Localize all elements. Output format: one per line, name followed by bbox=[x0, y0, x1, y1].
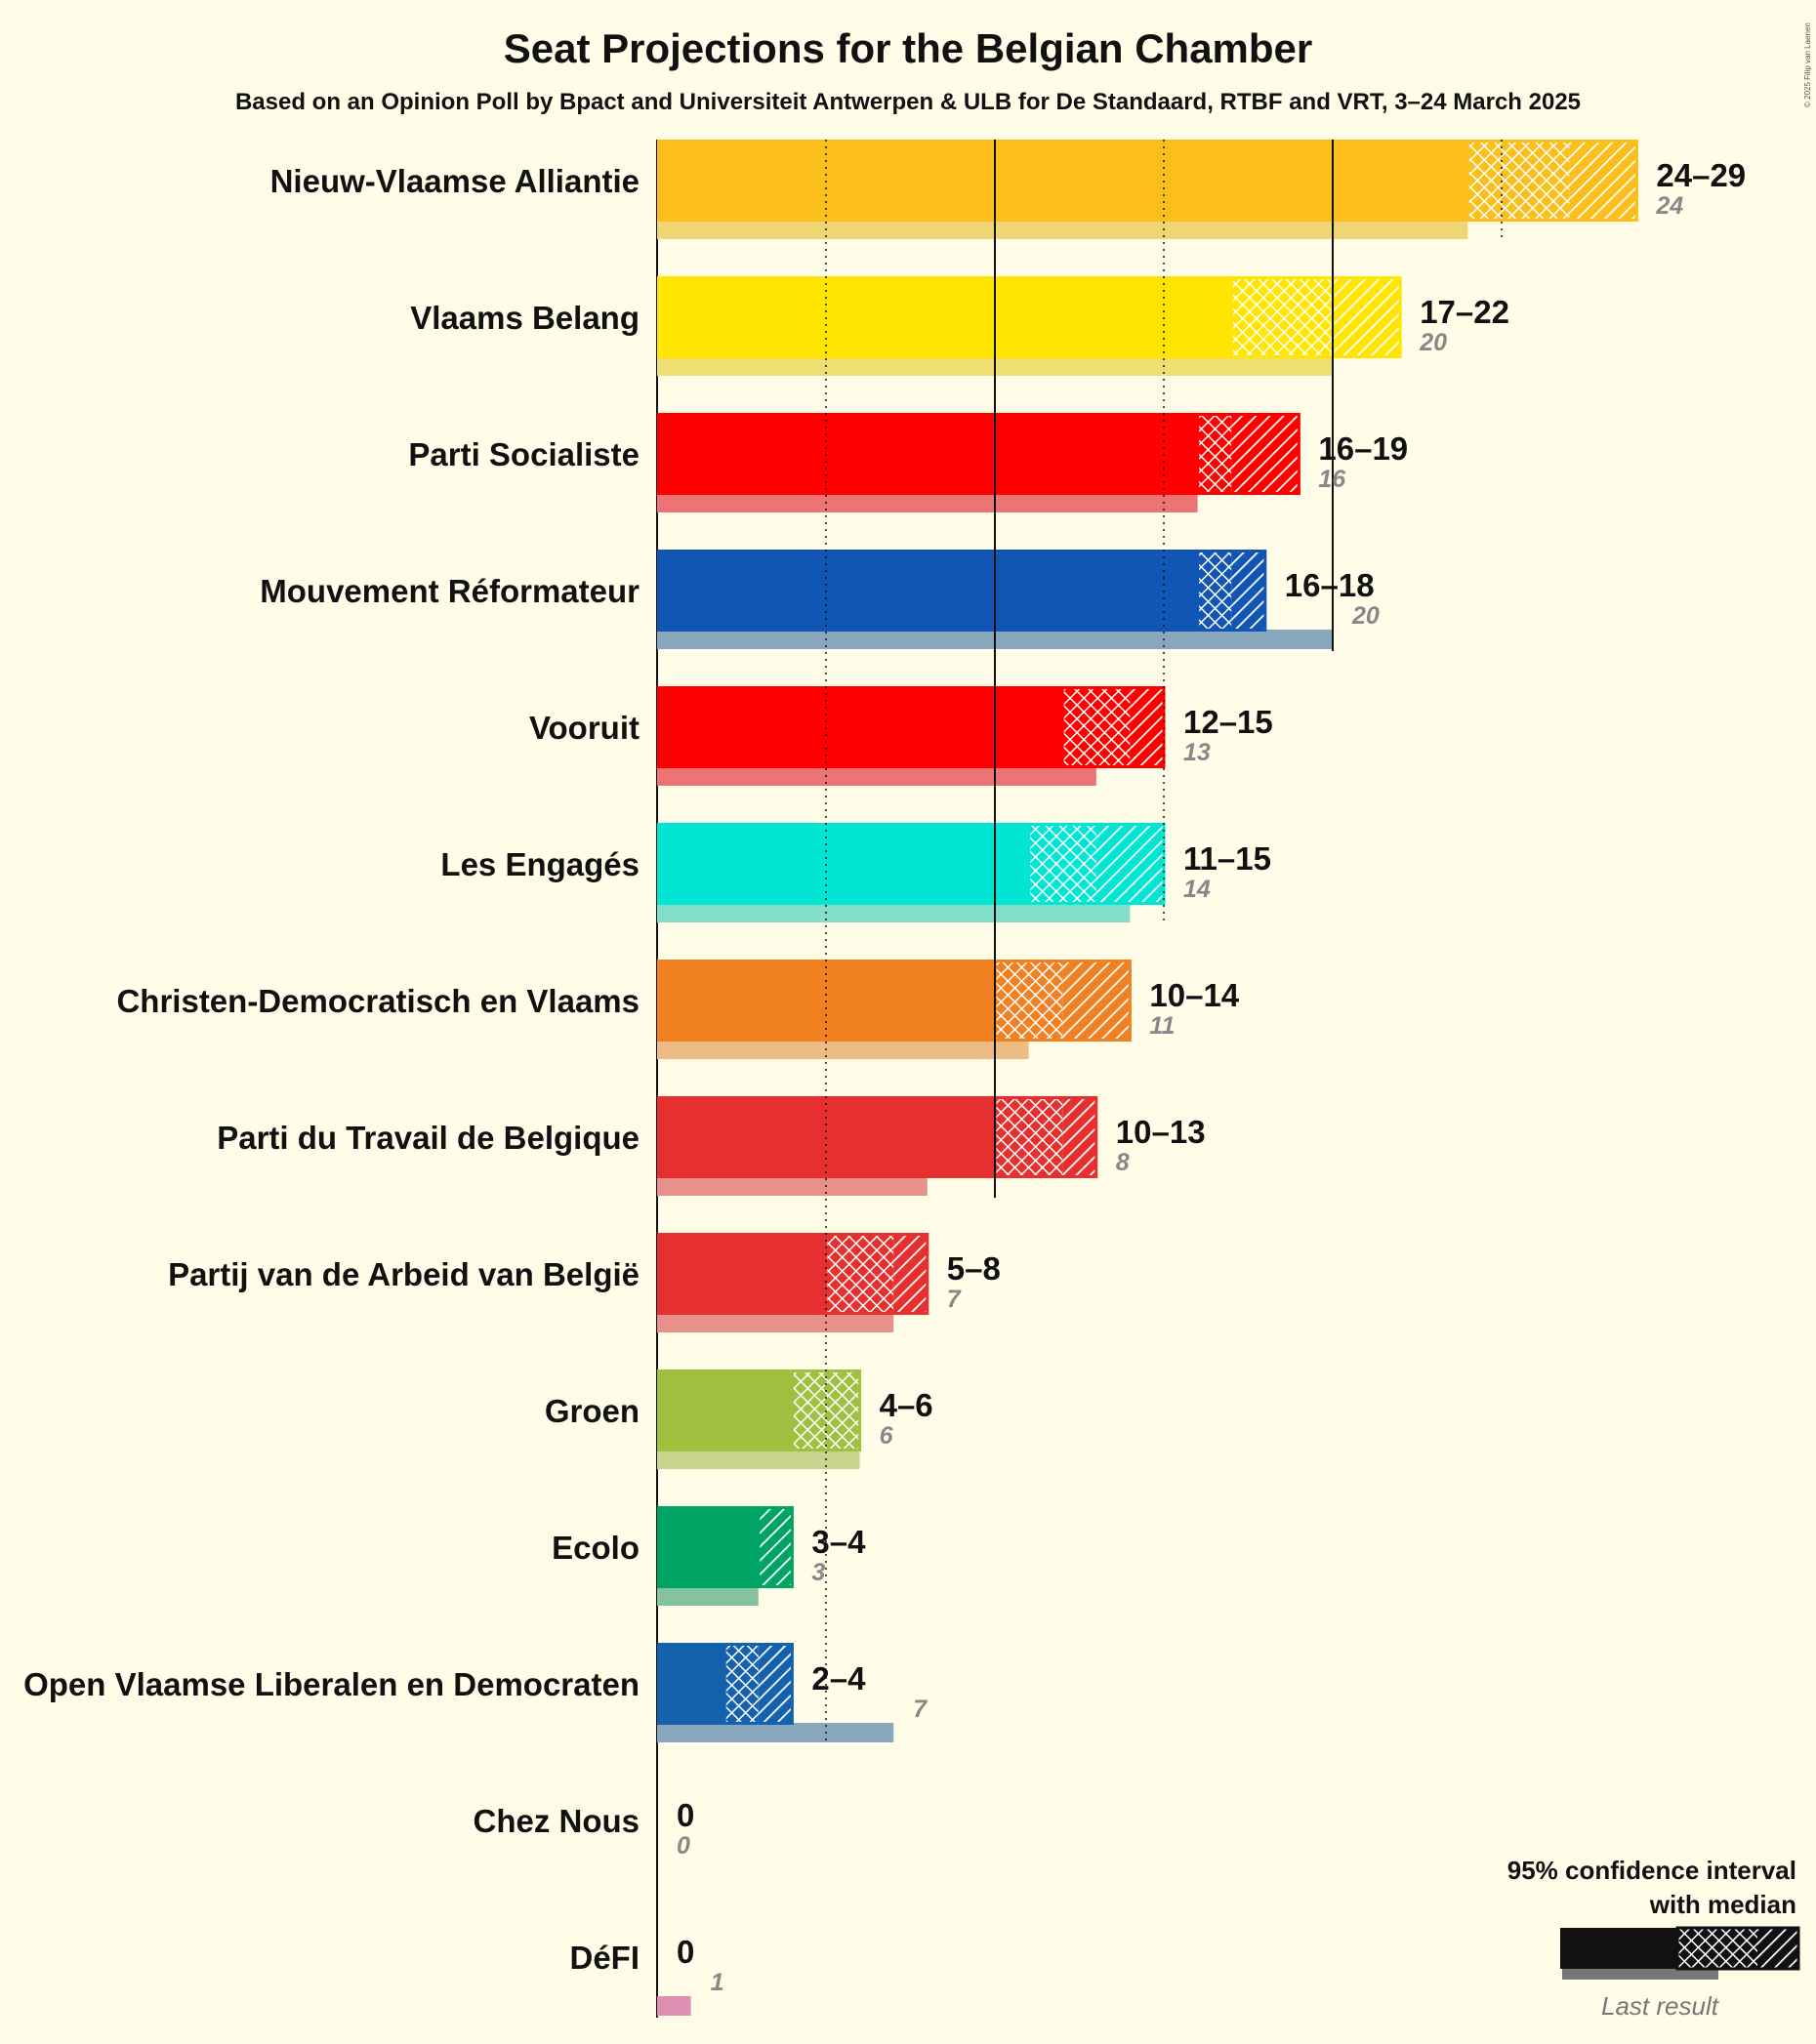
range-label: 0 bbox=[677, 1797, 694, 1833]
last-result-label: 7 bbox=[913, 1696, 928, 1723]
party-name-label: Parti Socialiste bbox=[408, 436, 640, 472]
range-label: 12–15 bbox=[1183, 704, 1273, 740]
last-result-label: 8 bbox=[1116, 1149, 1130, 1176]
last-result-label: 1 bbox=[711, 1969, 724, 1996]
last-result-label: 24 bbox=[1655, 192, 1683, 220]
last-result-label: 7 bbox=[947, 1286, 962, 1313]
ci-solid-bar bbox=[657, 686, 1063, 768]
party-row bbox=[657, 823, 1166, 922]
chart-title: Seat Projections for the Belgian Chamber bbox=[504, 25, 1313, 71]
party-name-label: Parti du Travail de Belgique bbox=[217, 1120, 640, 1156]
last-result-label: 20 bbox=[1351, 602, 1380, 630]
ci-solid-bar bbox=[657, 276, 1232, 358]
last-result-label: 6 bbox=[880, 1422, 894, 1450]
last-result-bar bbox=[657, 1586, 759, 1606]
last-result-label: 11 bbox=[1149, 1012, 1175, 1040]
range-label: 5–8 bbox=[947, 1250, 1001, 1287]
range-label: 16–19 bbox=[1318, 430, 1408, 467]
party-name-label: Partij van de Arbeid van België bbox=[168, 1256, 640, 1292]
last-result-label: 16 bbox=[1318, 466, 1346, 493]
last-result-bar bbox=[657, 903, 1131, 922]
party-row bbox=[657, 1233, 929, 1332]
party-row bbox=[657, 1996, 691, 2016]
party-name-label: Groen bbox=[545, 1393, 640, 1429]
ci-solid-bar bbox=[657, 1369, 793, 1451]
last-result-bar bbox=[657, 220, 1468, 239]
range-label: 3–4 bbox=[811, 1524, 866, 1560]
legend-line-2: with median bbox=[1649, 1890, 1796, 1919]
party-name-label: Les Engagés bbox=[440, 846, 640, 882]
party-row bbox=[657, 960, 1132, 1059]
party-name-label: Christen-Democratisch en Vlaams bbox=[116, 983, 640, 1019]
bars bbox=[657, 140, 1638, 2016]
last-result-label: 3 bbox=[811, 1559, 825, 1586]
party-name-label: Chez Nous bbox=[473, 1803, 640, 1839]
last-result-label: 13 bbox=[1183, 739, 1211, 766]
ci-solid-bar bbox=[657, 1506, 759, 1588]
legend: 95% confidence interval with median Last… bbox=[1507, 1856, 1800, 2021]
last-result-label: 20 bbox=[1419, 329, 1447, 356]
last-result-label: 14 bbox=[1183, 876, 1211, 903]
last-result-label: 0 bbox=[677, 1832, 690, 1860]
ci-solid-bar bbox=[657, 1643, 725, 1725]
party-name-label: Open Vlaamse Liberalen en Democraten bbox=[23, 1666, 640, 1702]
range-label: 0 bbox=[677, 1934, 694, 1970]
party-name-label: DéFI bbox=[569, 1940, 640, 1976]
ci-solid-bar bbox=[657, 550, 1198, 632]
ci-solid-bar bbox=[657, 413, 1198, 495]
range-label: 17–22 bbox=[1420, 294, 1509, 330]
party-row bbox=[657, 1506, 794, 1606]
last-result-bar bbox=[657, 1176, 928, 1196]
range-label: 4–6 bbox=[880, 1387, 933, 1423]
ci-solid-bar bbox=[657, 823, 1029, 905]
party-name-label: Nieuw-Vlaamse Alliantie bbox=[270, 163, 640, 199]
ci-solid-bar bbox=[657, 140, 1468, 222]
legend-last-result-label: Last result bbox=[1601, 1991, 1720, 2021]
party-row bbox=[657, 686, 1166, 786]
last-result-bar bbox=[657, 1996, 691, 2016]
range-label: 10–14 bbox=[1149, 977, 1239, 1013]
range-label: 11–15 bbox=[1183, 840, 1271, 877]
last-result-bar bbox=[657, 1450, 860, 1469]
range-label: 2–4 bbox=[811, 1660, 866, 1697]
range-label: 10–13 bbox=[1116, 1114, 1206, 1150]
party-name-label: Mouvement Réformateur bbox=[260, 573, 640, 609]
party-row bbox=[657, 413, 1300, 512]
party-row bbox=[657, 1369, 862, 1469]
copyright-notice: © 2025 Filip van Laenen bbox=[1803, 22, 1812, 107]
last-result-bar bbox=[657, 493, 1198, 512]
party-name-label: Ecolo bbox=[552, 1530, 640, 1566]
party-name-label: Vooruit bbox=[529, 710, 640, 746]
party-row bbox=[657, 1643, 894, 1742]
chart-subtitle: Based on an Opinion Poll by Bpact and Un… bbox=[235, 89, 1581, 115]
last-result-bar bbox=[657, 1723, 894, 1742]
legend-line-1: 95% confidence interval bbox=[1507, 1856, 1796, 1885]
last-result-bar bbox=[657, 766, 1096, 786]
last-result-bar bbox=[657, 1040, 1029, 1059]
party-row bbox=[657, 276, 1402, 376]
range-label: 16–18 bbox=[1285, 567, 1375, 603]
ci-solid-bar bbox=[657, 1233, 826, 1315]
party-name-label: Vlaams Belang bbox=[410, 300, 640, 336]
party-row bbox=[657, 1096, 1098, 1196]
legend-solid-bar bbox=[1560, 1928, 1677, 1969]
party-row bbox=[657, 140, 1638, 239]
range-label: 24–29 bbox=[1656, 157, 1746, 193]
last-result-bar bbox=[657, 1313, 894, 1332]
